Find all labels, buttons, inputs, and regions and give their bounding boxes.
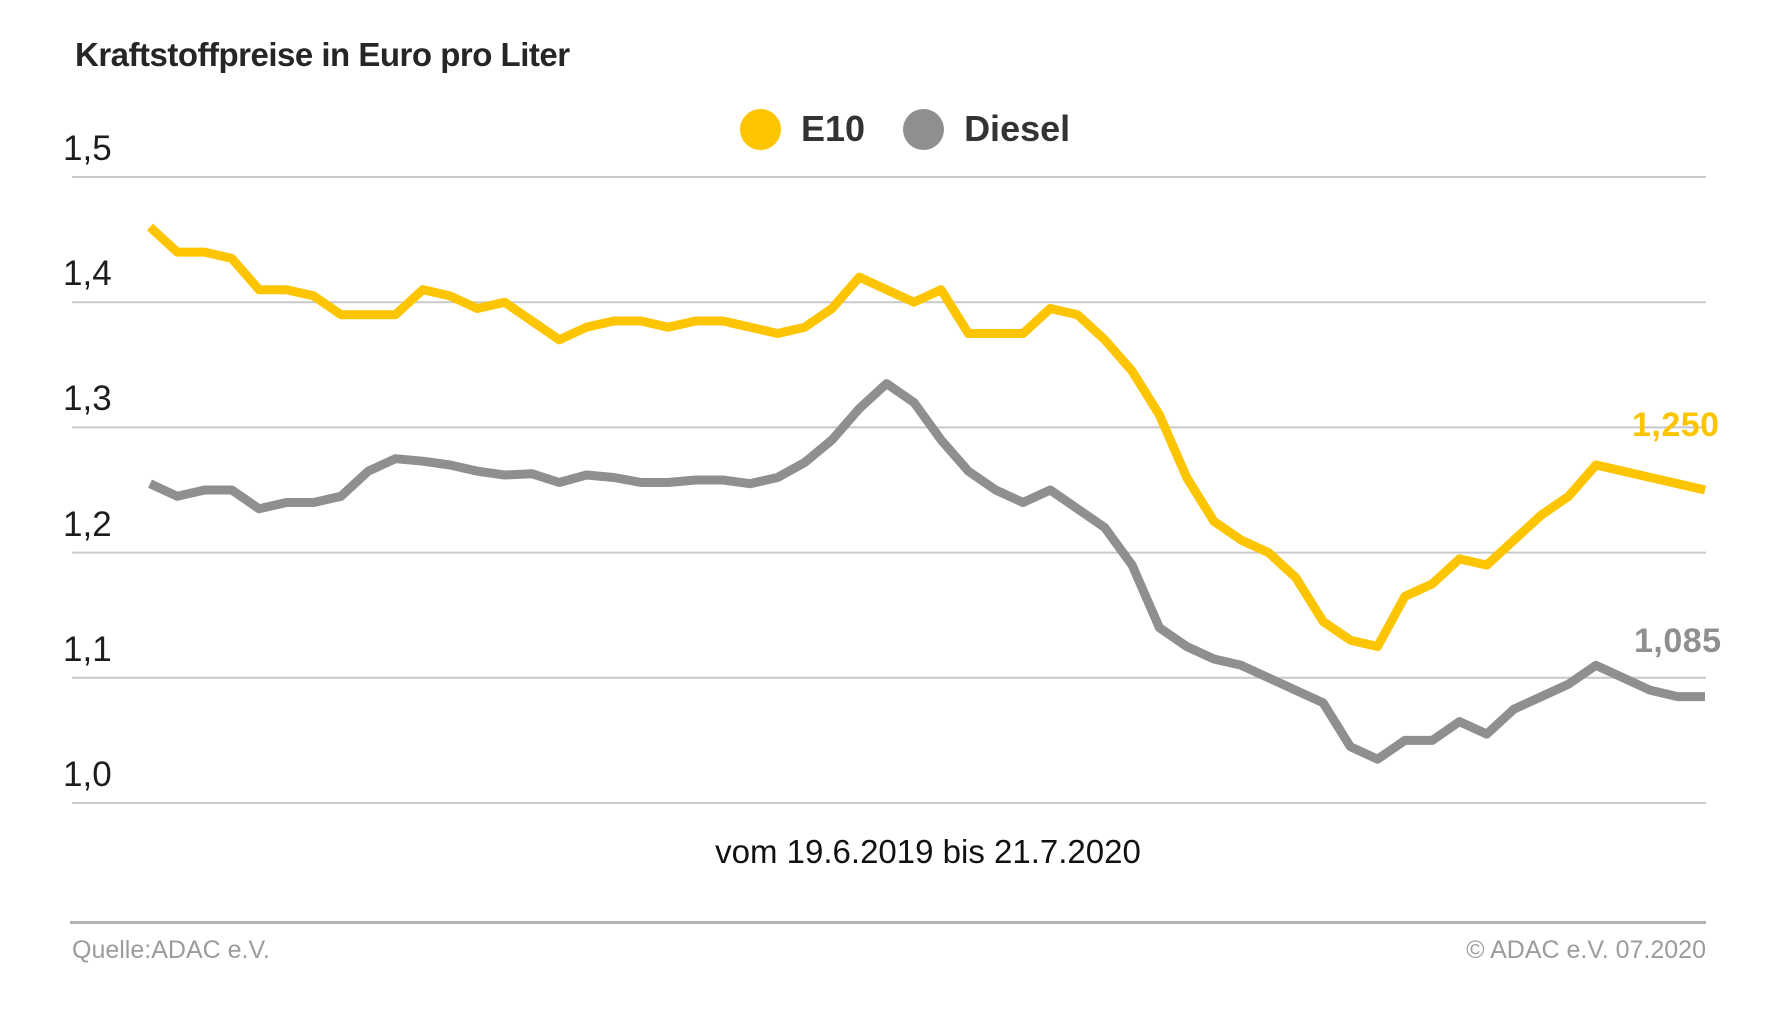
footer-divider [70,921,1706,924]
e10-legend-dot-icon [740,108,781,150]
source-credit: Quelle:ADAC e.V. [72,936,270,964]
y-tick-label: 1,3 [63,379,112,419]
x-axis-range-label: vom 19.6.2019 bis 21.7.2020 [715,833,1141,870]
diesel-legend-dot-icon [903,108,945,150]
copyright-notice: © ADAC e.V. 07.2020 [1466,936,1706,964]
y-tick-label: 1,1 [63,629,112,669]
e10-legend-label: E10 [801,108,866,149]
diesel-end-value-label: 1,085 [1634,621,1722,660]
diesel-line [148,379,1705,764]
y-tick-label: 1,4 [63,254,112,294]
chart-legend: E10 Diesel [740,108,1088,150]
e10-line [146,223,1707,651]
page-title: Kraftstoffpreise in Euro pro Liter [75,36,570,73]
y-tick-label: 1,2 [63,504,112,544]
e10-end-value-label: 1,250 [1632,406,1720,445]
y-tick-label: 1,5 [63,129,112,168]
y-tick-label: 1,0 [63,755,112,794]
diesel-legend-label: Diesel [964,108,1071,149]
